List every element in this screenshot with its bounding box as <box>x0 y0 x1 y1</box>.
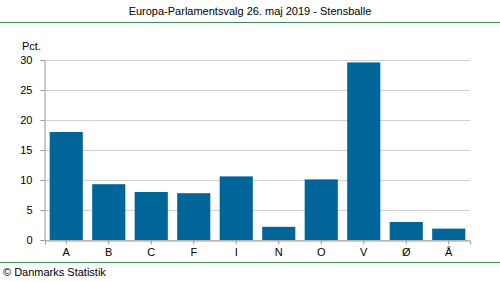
x-tick: N <box>275 241 283 259</box>
x-tick: A <box>63 241 71 259</box>
x-tick-mark <box>66 241 67 245</box>
y-axis: 0 5 10 15 20 25 30 <box>20 54 45 246</box>
x-tick-mark <box>406 241 407 245</box>
bar <box>262 227 295 240</box>
bar <box>432 229 465 240</box>
y-tick-label: 10 <box>20 174 32 186</box>
x-tick-label: F <box>190 246 197 258</box>
x-tick-mark <box>193 241 194 245</box>
y-tick-mark <box>41 210 45 211</box>
y-tick: 10 <box>20 174 44 186</box>
x-tick-mark <box>278 241 279 245</box>
grid-line <box>45 120 470 121</box>
source: © Danmarks Statistik <box>3 266 106 278</box>
x-tick-label: Å <box>445 246 453 258</box>
bar <box>92 184 125 240</box>
x-tick-mark <box>151 241 152 245</box>
x-tick-label: B <box>105 246 112 258</box>
y-tick-label: 0 <box>26 234 32 246</box>
bar <box>135 192 168 240</box>
bar <box>305 179 338 240</box>
x-tick-mark <box>236 241 237 245</box>
x-tick-label: O <box>317 246 326 258</box>
x-tick-mark <box>108 241 109 245</box>
bars <box>50 62 466 240</box>
y-tick-label: 30 <box>20 54 32 66</box>
x-axis: ABCFINOVØÅ <box>46 241 471 259</box>
bar <box>220 176 253 240</box>
y-tick-mark <box>41 150 45 151</box>
y-tick: 20 <box>20 114 44 126</box>
grid-line <box>45 180 470 181</box>
y-tick: 15 <box>20 144 44 156</box>
grid-line <box>45 60 470 61</box>
title: Europa-Parlamentsvalg 26. maj 2019 - Ste… <box>129 5 372 17</box>
x-tick-label: A <box>63 246 71 258</box>
y-tick-label: 20 <box>20 114 32 126</box>
y-axis-line <box>41 61 46 241</box>
x-tick: Å <box>445 241 453 259</box>
bar <box>177 193 210 240</box>
y-tick: 30 <box>20 54 44 66</box>
x-tick-label: N <box>275 246 283 258</box>
x-tick-label: Ø <box>402 246 411 258</box>
x-tick-label: C <box>147 246 155 258</box>
x-tick: Ø <box>402 241 411 259</box>
bar <box>50 132 83 240</box>
x-tick: B <box>105 241 112 259</box>
bar <box>390 222 423 240</box>
x-tick-mark <box>321 241 322 245</box>
y-tick: 5 <box>26 204 44 216</box>
y-tick-label: 15 <box>20 144 32 156</box>
x-tick-label: V <box>360 246 368 258</box>
grid <box>45 61 470 241</box>
grid-line <box>45 150 470 151</box>
x-tick-mark <box>448 241 449 245</box>
x-tick: C <box>147 241 155 259</box>
y-tick-label: 5 <box>26 204 32 216</box>
x-tick-label: I <box>235 246 238 258</box>
y-tick-mark <box>41 90 45 91</box>
y-tick-mark <box>41 180 45 181</box>
x-tick: V <box>360 241 368 259</box>
x-tick: F <box>190 241 197 259</box>
header-rule <box>0 22 500 23</box>
y-tick-mark <box>41 60 45 61</box>
bar <box>347 62 380 240</box>
y-tick: 0 <box>26 234 44 246</box>
y-tick: 25 <box>20 84 44 96</box>
x-tick: O <box>317 241 326 259</box>
chart: Europa-Parlamentsvalg 26. maj 2019 - Ste… <box>0 0 500 282</box>
y-axis-title: Pct. <box>22 40 41 52</box>
y-tick-mark <box>41 120 45 121</box>
y-tick-label: 25 <box>20 84 32 96</box>
grid-line <box>45 90 470 91</box>
x-tick-mark <box>363 241 364 245</box>
footer-rule <box>0 262 500 263</box>
y-tick-mark <box>41 240 45 241</box>
x-axis-line <box>46 241 471 245</box>
x-tick: I <box>235 241 238 259</box>
